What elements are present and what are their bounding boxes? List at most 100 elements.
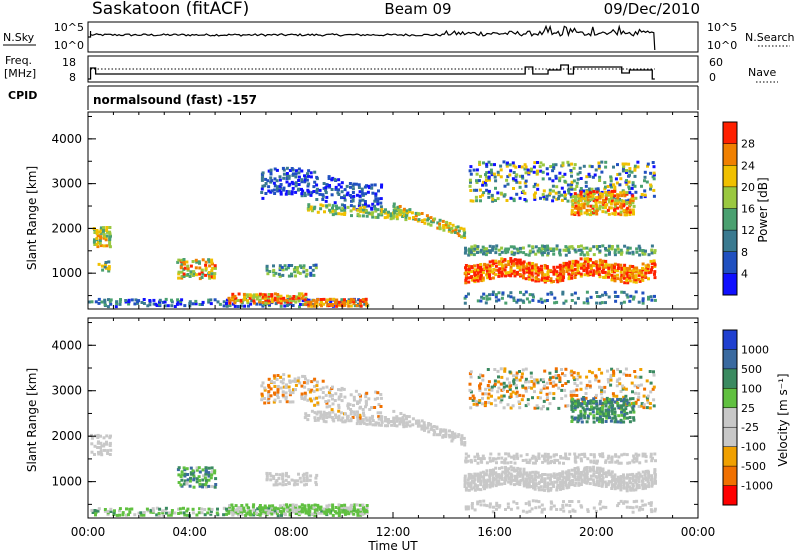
range-gate-cell	[287, 190, 291, 194]
colorbar-swatch	[723, 186, 737, 209]
range-gate-cell	[537, 271, 541, 275]
range-gate-cell	[337, 409, 341, 413]
range-gate-cell	[191, 511, 195, 515]
range-gate-cell	[646, 469, 650, 473]
range-gate-cell	[337, 507, 341, 511]
range-gate-cell	[583, 455, 587, 459]
range-gate-cell	[600, 396, 604, 400]
range-gate-cell	[585, 473, 589, 477]
range-gate-cell	[470, 275, 474, 279]
range-gate-cell	[243, 297, 247, 301]
range-gate-cell	[573, 213, 577, 216]
range-gate-cell	[294, 184, 298, 188]
range-gate-cell	[331, 402, 335, 406]
range-gate-cell	[609, 206, 613, 210]
range-gate-cell	[103, 448, 106, 452]
range-gate-cell	[493, 175, 497, 179]
range-gate-cell	[482, 292, 486, 296]
range-gate-cell	[380, 213, 384, 217]
range-gate-cell	[619, 486, 623, 490]
range-gate-cell	[103, 303, 107, 307]
range-gate-cell	[267, 390, 271, 394]
range-gate-cell	[481, 278, 485, 282]
range-gate-cell	[467, 270, 471, 274]
range-gate-cell	[497, 473, 500, 477]
range-gate-cell	[157, 511, 161, 515]
range-gate-cell	[651, 387, 655, 391]
range-gate-cell	[570, 180, 574, 184]
range-gate-cell	[548, 188, 552, 192]
range-gate-cell	[370, 183, 374, 187]
range-gate-cell	[300, 178, 304, 182]
range-gate-cell	[641, 291, 645, 295]
range-gate-cell	[534, 245, 538, 249]
range-gate-cell	[602, 390, 606, 394]
range-gate-cell	[653, 471, 657, 475]
range-gate-cell	[583, 399, 586, 403]
range-gate-cell	[349, 417, 353, 421]
range-gate-cell	[528, 458, 532, 462]
range-gate-cell	[574, 271, 578, 275]
range-gate-cell	[546, 455, 550, 459]
power-colorbar-label: Power [dB]	[756, 177, 770, 242]
range-gate-cell	[274, 296, 277, 300]
range-gate-cell	[608, 460, 612, 464]
range-gate-cell	[121, 511, 125, 515]
range-gate-cell	[279, 191, 283, 194]
range-gate-cell	[444, 432, 448, 436]
range-gate-cell	[487, 191, 491, 195]
range-gate-cell	[473, 272, 477, 276]
range-gate-cell	[549, 505, 553, 509]
range-gate-cell	[92, 240, 96, 244]
range-gate-cell	[471, 199, 475, 203]
range-gate-cell	[598, 207, 602, 211]
range-gate-cell	[470, 506, 474, 510]
range-gate-cell	[585, 466, 589, 469]
range-gate-cell	[216, 300, 220, 304]
range-gate-cell	[106, 305, 110, 309]
range-gate-cell	[377, 213, 381, 217]
range-gate-cell	[358, 299, 362, 303]
range-gate-cell	[270, 509, 274, 513]
range-gate-cell	[236, 511, 240, 515]
range-gate-cell	[325, 183, 329, 187]
range-gate-cell	[598, 466, 602, 470]
range-gate-cell	[258, 504, 262, 507]
range-gate-cell	[628, 173, 631, 177]
range-gate-cell	[616, 277, 620, 281]
range-gate-cell	[607, 480, 611, 484]
colorbar-swatch	[723, 330, 737, 350]
range-gate-cell	[488, 483, 492, 487]
nave-tick-bottom: 0	[709, 71, 716, 84]
range-gate-cell	[298, 511, 302, 515]
range-gate-cell	[334, 185, 338, 189]
range-gate-cell	[384, 208, 387, 212]
range-gate-cell	[324, 420, 328, 424]
range-gate-cell	[497, 396, 501, 400]
range-gate-cell	[611, 416, 615, 420]
range-gate-cell	[313, 507, 317, 511]
range-gate-cell	[464, 459, 468, 463]
range-gate-cell	[574, 204, 578, 208]
range-gate-cell	[292, 483, 296, 487]
range-gate-cell	[600, 269, 604, 273]
range-gate-cell	[357, 400, 361, 404]
range-gate-cell	[533, 406, 537, 410]
range-gate-cell	[198, 272, 202, 276]
range-gate-cell	[585, 476, 589, 480]
range-gate-cell	[485, 188, 489, 192]
range-gate-cell	[555, 488, 559, 492]
range-gate-cell	[524, 404, 528, 408]
range-gate-cell	[577, 414, 581, 418]
range-gate-cell	[288, 393, 292, 397]
range-gate-cell	[252, 503, 256, 507]
range-gate-cell	[654, 459, 657, 463]
range-gate-cell	[504, 271, 508, 275]
range-gate-cell	[586, 510, 590, 513]
range-gate-cell	[185, 509, 189, 513]
range-gate-cell	[632, 295, 636, 299]
range-gate-cell	[115, 302, 119, 306]
range-gate-cell	[384, 417, 388, 421]
range-gate-cell	[616, 244, 620, 248]
range-gate-cell	[398, 205, 402, 208]
